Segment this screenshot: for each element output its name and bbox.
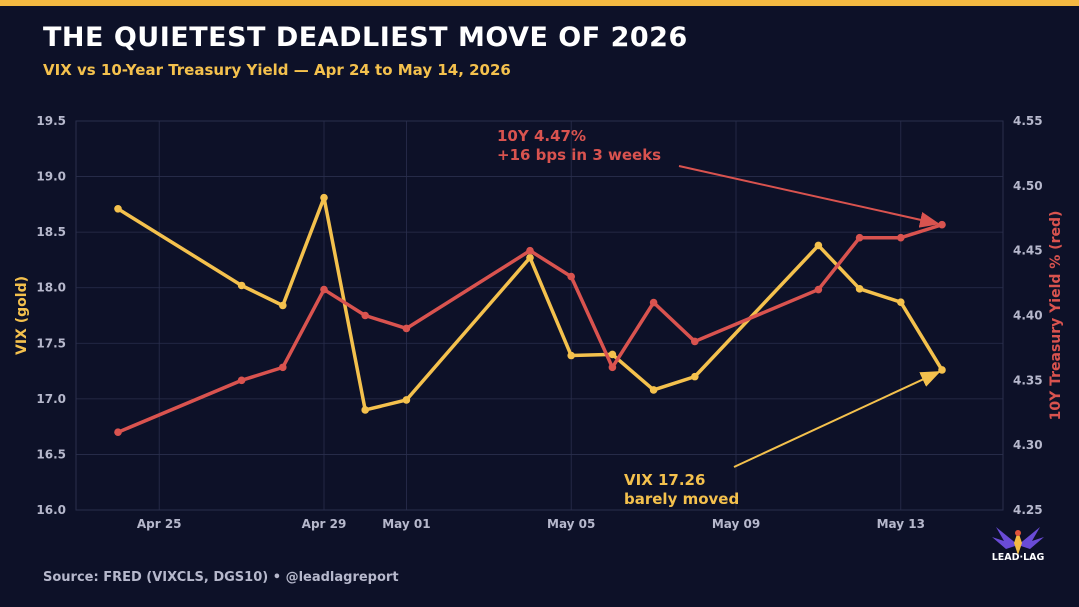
yield-point [608,363,617,372]
vix-point [649,386,658,394]
yield-point [567,272,575,281]
yield-point [114,428,122,437]
y-tick-right: 4.55 [1013,114,1043,128]
yield-point [402,324,411,333]
yield-point [279,363,287,372]
vix-point [567,351,575,360]
yield-annotation-line2: +16 bps in 3 weeks [497,146,661,164]
vix-point [814,241,823,250]
x-tick-label: May 05 [547,517,595,531]
y-tick-left: 19.0 [36,170,66,184]
y-tick-left: 18.0 [36,281,66,295]
vix-point [237,281,246,290]
x-tick-label: Apr 29 [302,517,347,531]
vix-point [114,205,122,213]
accent-bar [0,0,1079,6]
yield-point [814,285,823,294]
chart-subtitle: VIX vs 10-Year Treasury Yield — Apr 24 t… [43,61,511,79]
x-tick-label: May 09 [712,517,760,531]
y-tick-left: 16.0 [36,503,66,517]
yield-point [649,298,658,307]
vix-annotation-line2: barely moved [624,490,739,508]
vix-point [402,396,411,404]
y-axis-label-left: VIX (gold) [14,276,30,355]
y-tick-right: 4.50 [1013,179,1043,193]
x-tick-label: Apr 25 [137,517,182,531]
source-note: Source: FRED (VIXCLS, DGS10) • @leadlagr… [43,570,399,585]
y-axis-label-right: 10Y Treasury Yield % (red) [1048,211,1064,421]
vix-point [320,193,328,202]
x-tick-label: May 13 [877,517,925,531]
y-tick-left: 18.5 [36,225,66,239]
y-tick-right: 4.35 [1013,373,1043,387]
yield-point [361,311,370,320]
vix-point [897,298,905,306]
y-tick-left: 17.5 [36,336,66,350]
yield-point [526,246,534,255]
yield-point [237,376,246,385]
yield-annotation-line1: 10Y 4.47% [497,127,586,145]
vix-annotation-line1: VIX 17.26 [624,471,705,489]
vix-point [361,406,370,414]
vix-point [526,253,534,262]
plot-frame [75,120,1004,511]
y-tick-right: 4.40 [1013,309,1043,323]
yield-point [691,337,699,346]
yield-point [897,233,905,242]
chart-title: THE QUIETEST DEADLIEST MOVE OF 2026 [43,22,688,53]
vix-point [279,301,287,310]
vix-point [938,366,946,374]
lead-lag-logo-icon [992,527,1044,555]
vix-point [691,372,699,381]
yield-annotation-arrow [678,165,940,228]
y-tick-right: 4.45 [1013,244,1043,258]
y-tick-right: 4.25 [1013,503,1043,517]
y-tick-left: 19.5 [36,114,66,128]
vix-annotation-arrow [733,371,941,468]
yield-point [855,233,864,242]
logo-text: LEAD·LAG [991,552,1045,563]
yield-point [938,220,946,229]
y-tick-left: 17.0 [36,392,66,406]
yield-point [320,285,328,294]
y-tick-left: 16.5 [36,447,66,461]
y-tick-right: 4.30 [1013,438,1043,452]
vix-point [855,285,864,293]
x-tick-label: May 01 [382,517,430,531]
vix-point [608,350,617,359]
